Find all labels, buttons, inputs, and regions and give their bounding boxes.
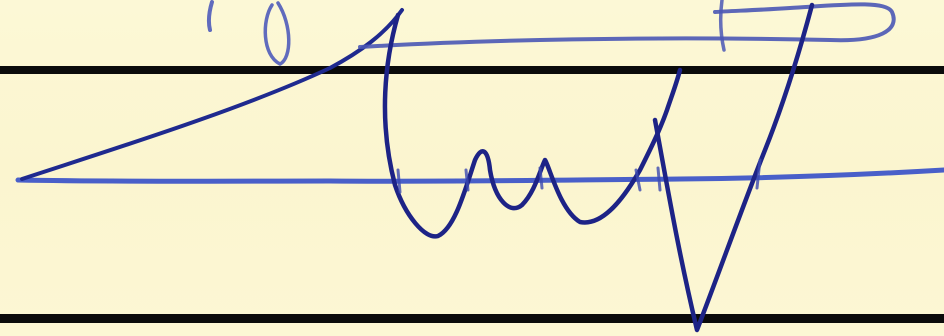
signature-right-tick xyxy=(721,0,724,50)
signature-diagonal-stroke xyxy=(22,10,402,179)
signature-cross-marks xyxy=(398,160,760,192)
signature-baseline-stroke xyxy=(18,170,944,181)
signature-upper-loop xyxy=(360,4,894,47)
signature-small-loop xyxy=(265,3,288,64)
signature-v-descender xyxy=(655,5,812,330)
signature-top-tick xyxy=(209,2,212,30)
signature-main-waves xyxy=(385,15,680,236)
